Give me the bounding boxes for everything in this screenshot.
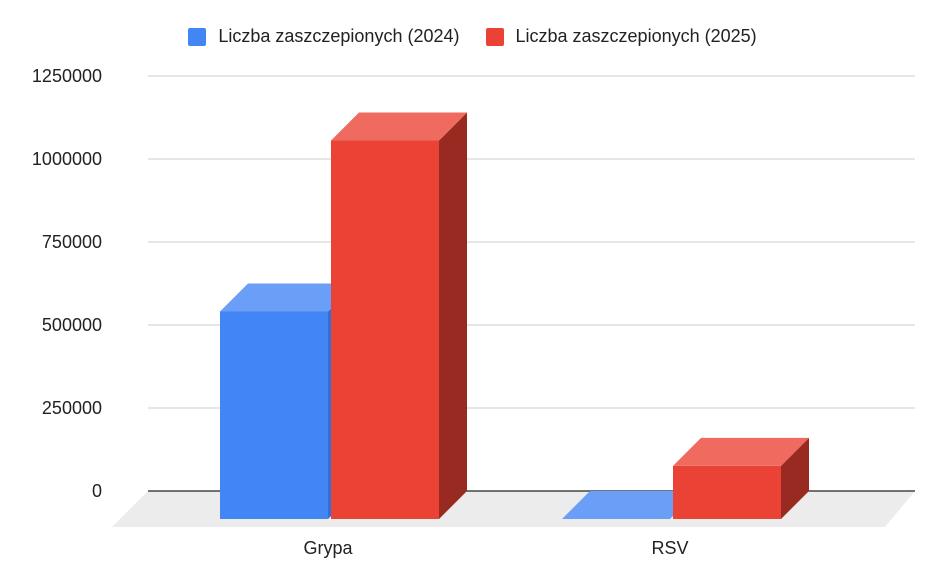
bar-top [220, 283, 356, 312]
legend-item-2024[interactable]: Liczba zaszczepionych (2024) [188, 26, 460, 47]
y-tick-label: 0 [92, 481, 102, 501]
bar-top [562, 491, 698, 519]
bar-grypa-1[interactable] [331, 112, 467, 520]
legend: Liczba zaszczepionych (2024) Liczba zasz… [0, 26, 945, 47]
bar-top [673, 437, 809, 466]
y-tick-label: 1000000 [32, 149, 102, 169]
bar-front [220, 311, 328, 519]
y-axis-ticks: 0 250000 500000 750000 1000000 1250000 [32, 66, 102, 501]
x-tick-label: RSV [651, 538, 688, 558]
legend-label-2024: Liczba zaszczepionych (2024) [218, 26, 460, 46]
bar-front [331, 140, 439, 519]
legend-swatch-2024 [188, 27, 207, 46]
y-tick-label: 250000 [42, 398, 102, 418]
legend-item-2025[interactable]: Liczba zaszczepionych (2025) [485, 26, 757, 47]
y-tick-label: 500000 [42, 315, 102, 335]
bar-rsv-0[interactable] [562, 491, 698, 519]
bar-side [439, 112, 467, 520]
legend-label-2025: Liczba zaszczepionych (2025) [515, 26, 757, 46]
x-axis-labels: Grypa RSV [303, 538, 688, 558]
bar-side [781, 437, 809, 519]
y-tick-label: 750000 [42, 232, 102, 252]
bar-front [673, 465, 781, 519]
y-tick-label: 1250000 [32, 66, 102, 86]
bars [220, 112, 809, 520]
bar-top [331, 112, 467, 141]
bar-rsv-1[interactable] [673, 437, 809, 519]
x-tick-label: Grypa [303, 538, 353, 558]
legend-swatch-2025 [485, 27, 504, 46]
